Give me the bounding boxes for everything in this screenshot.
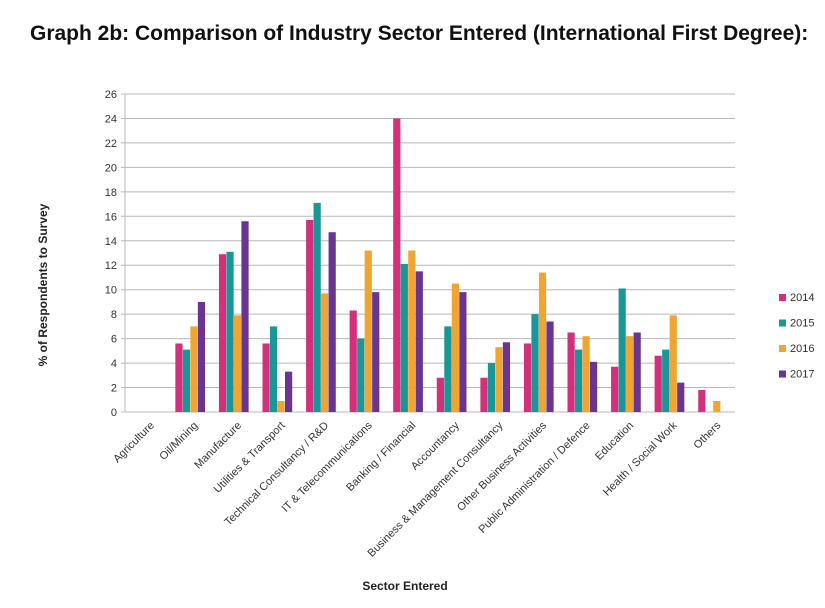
bar-2015 xyxy=(226,251,234,412)
bar-2014 xyxy=(436,377,444,412)
legend-label: 2017 xyxy=(790,369,814,381)
bar-2014 xyxy=(567,332,575,412)
bar-2017 xyxy=(372,292,380,412)
bar-2014 xyxy=(698,389,706,412)
bar-2016 xyxy=(408,250,416,412)
bar-2016 xyxy=(582,336,590,412)
y-tick-label: 12 xyxy=(105,260,117,272)
x-tick-label: IT & Telecommunications xyxy=(280,419,375,514)
bar-2015 xyxy=(357,338,365,412)
bar-2015 xyxy=(575,349,583,412)
bar-2014 xyxy=(262,343,270,412)
bar-2016 xyxy=(364,250,372,412)
bar-2016 xyxy=(538,272,547,412)
bar-2014 xyxy=(611,366,619,412)
bars xyxy=(175,118,721,412)
legend-swatch xyxy=(779,370,786,378)
bar-2015 xyxy=(662,349,670,412)
legend-label: 2016 xyxy=(790,343,814,355)
legend-label: 2015 xyxy=(790,318,814,330)
x-axis-ticks: Agriculture Oil/MiningManufactureUtilitie… xyxy=(111,419,723,559)
bar-2017 xyxy=(241,221,249,412)
y-tick-label: 4 xyxy=(111,358,117,370)
legend-swatch xyxy=(779,319,786,327)
bar-2016 xyxy=(233,315,242,412)
x-tick-label: Others xyxy=(692,419,724,451)
legend-swatch xyxy=(779,294,786,301)
page-title: Graph 2b: Comparison of Industry Sector … xyxy=(30,22,809,45)
bar-2016 xyxy=(277,400,285,412)
bar-2017 xyxy=(415,271,423,412)
y-tick-label: 18 xyxy=(105,187,117,199)
bar-2017 xyxy=(633,332,641,412)
bar-2016 xyxy=(190,326,198,412)
legend-swatch xyxy=(779,345,786,352)
y-tick-label: 24 xyxy=(105,113,117,125)
x-tick-label: Other Business Activities xyxy=(455,419,549,513)
bar-2014 xyxy=(306,219,314,412)
bar-2015 xyxy=(444,326,452,412)
y-tick-label: 8 xyxy=(111,309,117,321)
x-axis-label: Sector Entered xyxy=(362,579,447,593)
bar-2016 xyxy=(669,315,677,412)
y-axis-label: % of Respondents to Survey xyxy=(36,203,50,366)
bar-2017 xyxy=(285,371,293,412)
bar-2014 xyxy=(480,377,488,412)
x-tick-label: Health / Social Work xyxy=(601,419,680,498)
bar-2015 xyxy=(487,363,496,412)
bar-2017 xyxy=(546,321,554,412)
bar-2014 xyxy=(654,355,662,412)
x-tick-label: Agriculture xyxy=(111,420,157,466)
bar-2016 xyxy=(626,336,634,412)
y-tick-label: 22 xyxy=(105,138,117,150)
y-tick-label: 26 xyxy=(105,89,117,101)
bar-2016 xyxy=(713,400,721,412)
bar-2015 xyxy=(182,349,191,412)
bar-2016 xyxy=(321,293,329,412)
legend-label: 2014 xyxy=(790,292,814,304)
bar-2017 xyxy=(459,292,467,412)
x-tick-label: Education xyxy=(593,420,636,463)
bar-2017 xyxy=(590,361,598,412)
bar-2014 xyxy=(175,343,183,412)
y-tick-label: 6 xyxy=(111,334,117,346)
bar-2017 xyxy=(197,301,206,412)
bar-2016 xyxy=(495,347,503,412)
bar-2014 xyxy=(523,343,532,412)
gridlines xyxy=(121,93,735,413)
bar-2015 xyxy=(270,326,278,412)
y-tick-label: 14 xyxy=(105,236,117,248)
bar-2014 xyxy=(349,310,357,412)
y-tick-label: 10 xyxy=(105,285,117,297)
y-tick-label: 20 xyxy=(105,162,117,174)
bar-2015 xyxy=(400,264,408,412)
bar-2017 xyxy=(502,342,511,412)
bar-2017 xyxy=(677,382,685,412)
y-tick-label: 16 xyxy=(105,211,117,223)
bar-2014 xyxy=(393,118,401,412)
bar-2015 xyxy=(618,288,626,412)
bar-2016 xyxy=(451,283,459,412)
bar-2017 xyxy=(328,232,336,412)
bar-2014 xyxy=(218,254,227,412)
bar-2015 xyxy=(313,202,321,412)
legend: 2014 2015 2016 2017 xyxy=(779,292,814,381)
y-tick-label: 2 xyxy=(111,383,117,395)
bar-2015 xyxy=(531,314,539,412)
x-tick-label: Oil/Mining xyxy=(157,420,200,463)
y-tick-label: 0 xyxy=(111,407,117,419)
